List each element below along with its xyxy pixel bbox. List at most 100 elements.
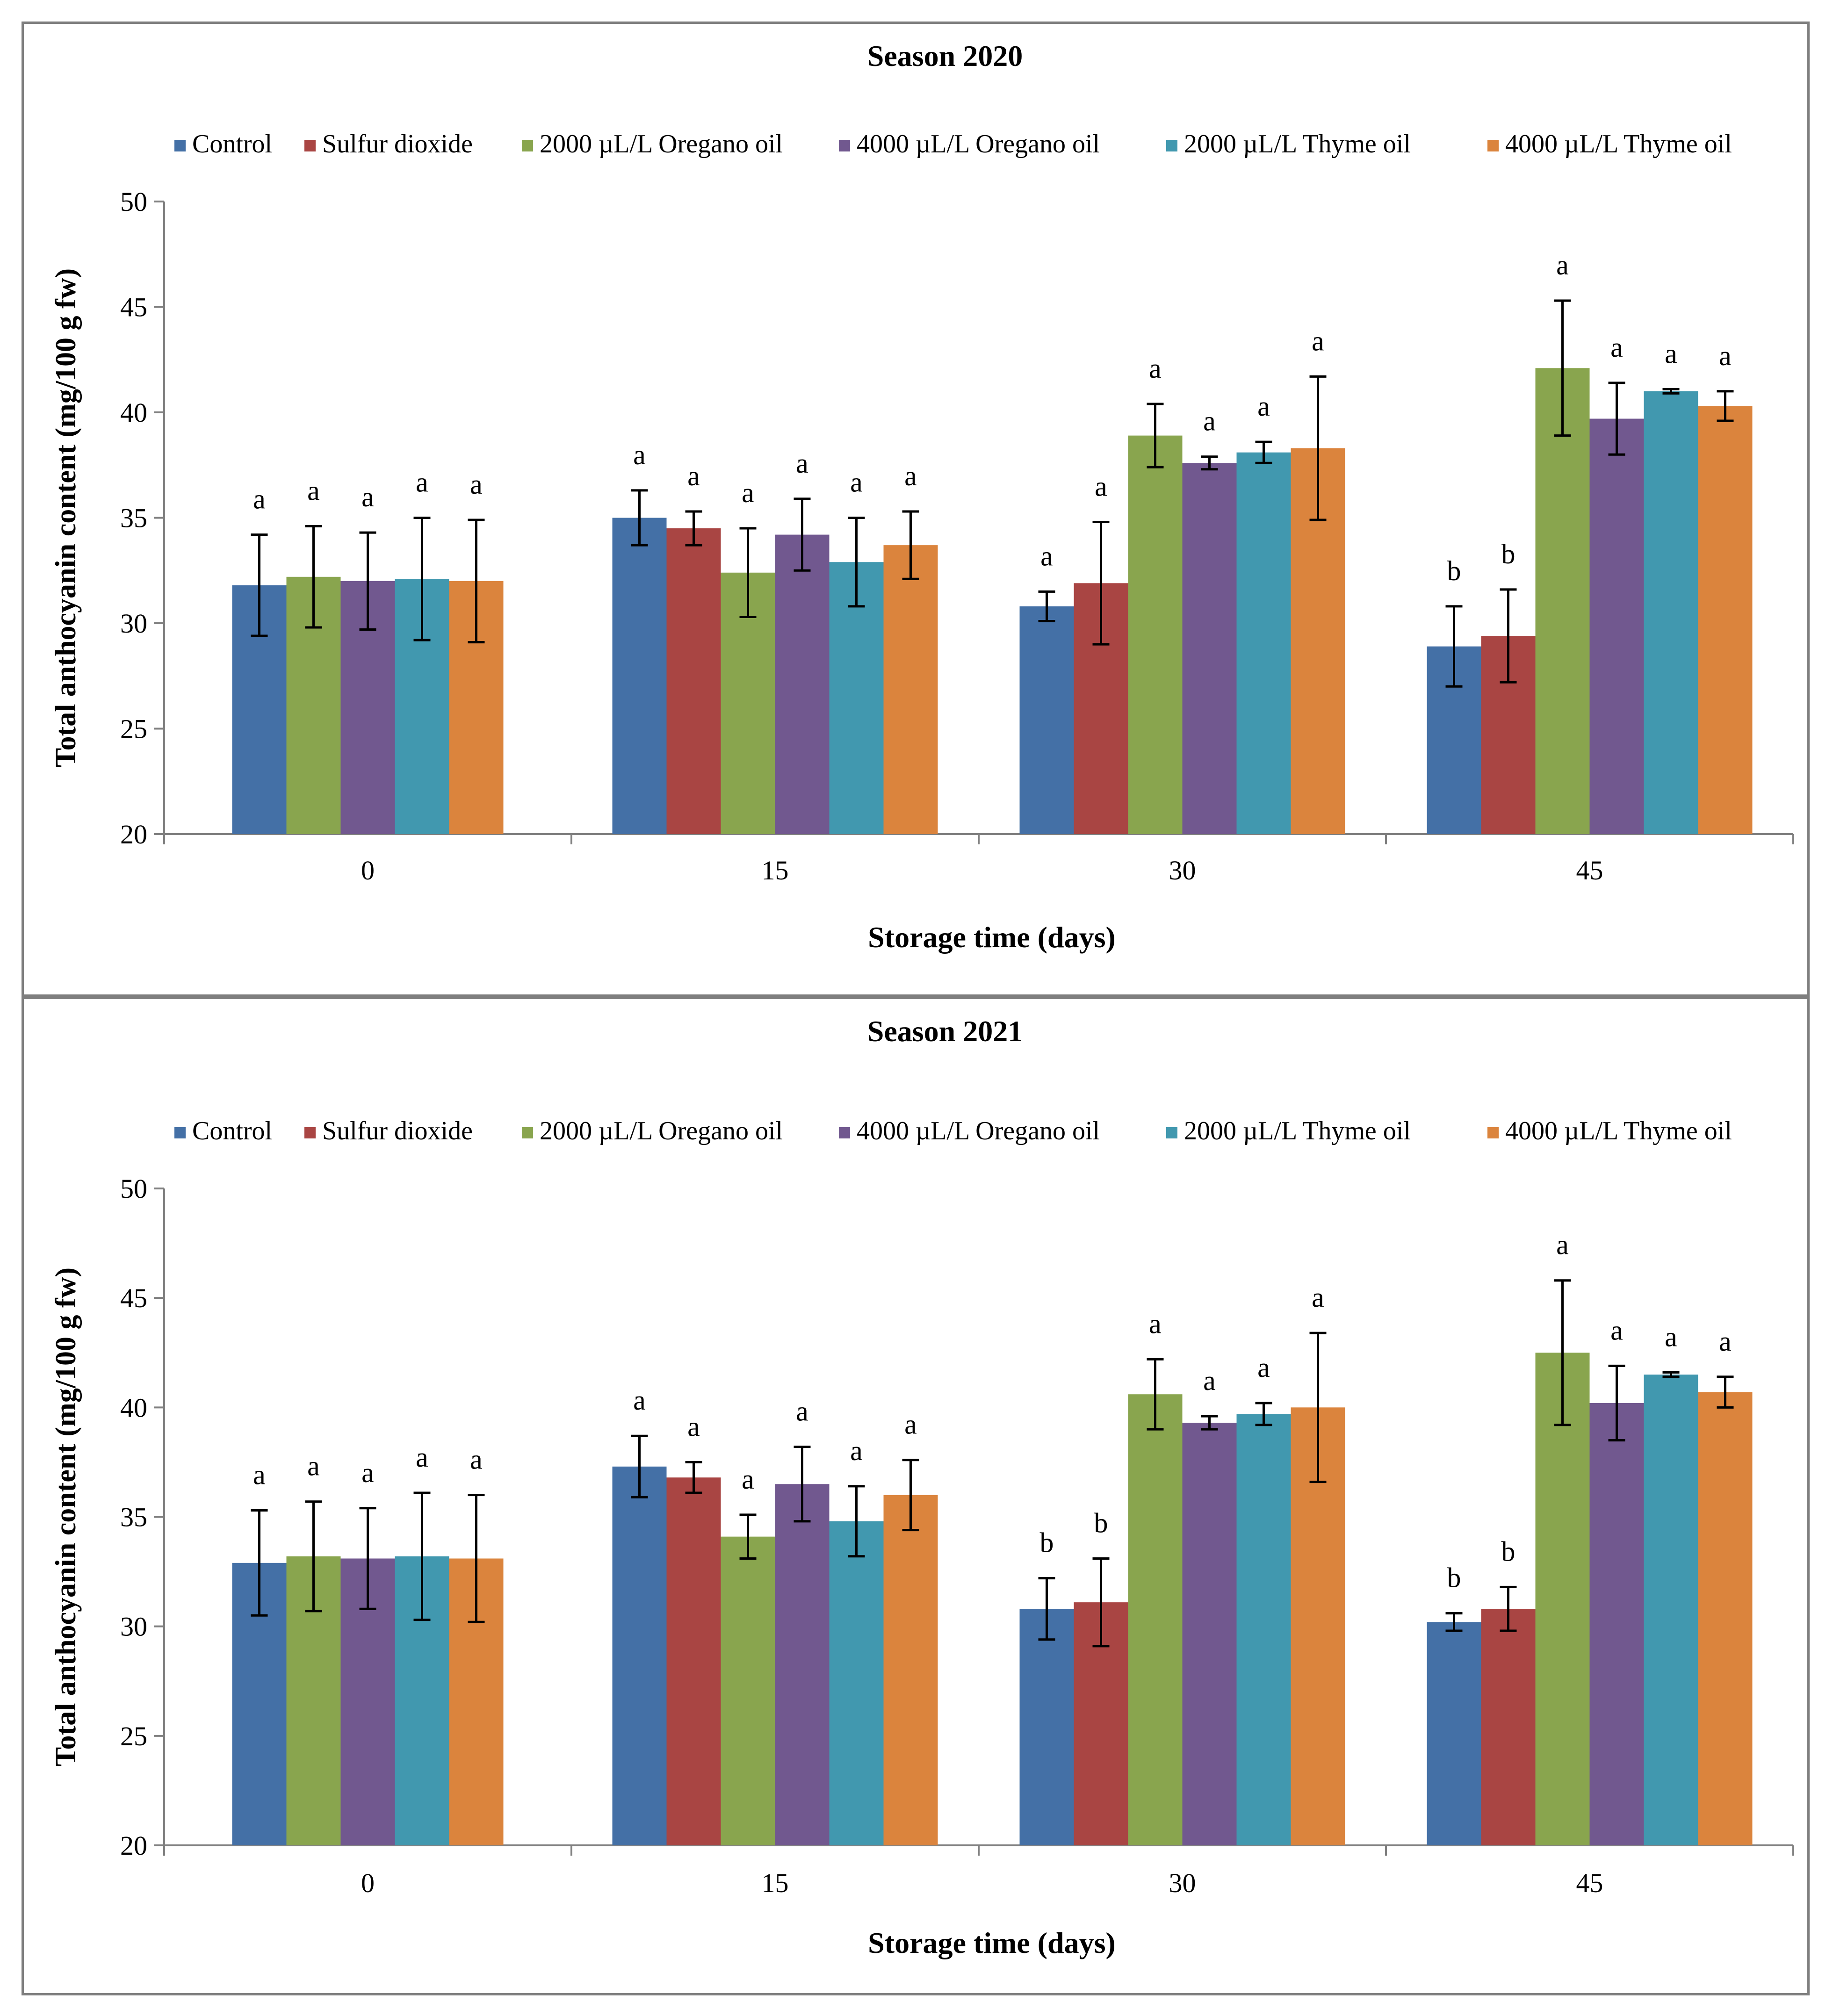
bar — [1019, 1609, 1074, 1845]
chart-title: Season 2021 — [867, 1015, 1023, 1048]
significance-letter: a — [416, 467, 428, 498]
bar — [1128, 435, 1183, 834]
legend-swatch — [1487, 140, 1499, 151]
legend-swatch — [174, 140, 186, 151]
x-tick-label: 15 — [762, 855, 789, 886]
significance-letter: a — [633, 439, 646, 470]
x-tick-label: 0 — [361, 855, 375, 886]
bar — [1698, 406, 1753, 834]
x-tick-label: 45 — [1576, 855, 1603, 886]
bar — [1182, 1423, 1237, 1845]
bar — [1644, 1375, 1698, 1845]
bar — [1589, 418, 1644, 834]
legend-swatch — [304, 140, 316, 151]
bar — [1236, 452, 1291, 834]
significance-letter: a — [361, 1457, 374, 1488]
bar-chart-season-2021: Season 2021 Control Sulfur dioxide 2000 µL/… — [50, 1015, 1794, 1959]
legend-swatch — [1166, 1127, 1177, 1138]
x-tick-label: 45 — [1576, 1868, 1603, 1898]
significance-letter: a — [742, 1464, 754, 1495]
significance-letter: b — [1501, 539, 1515, 569]
significance-letter: a — [1556, 1230, 1569, 1260]
bar — [721, 1536, 775, 1845]
chart-panel-season-2021: Season 2021 Control Sulfur dioxide 2000 µL/… — [22, 997, 1810, 1995]
significance-letter: a — [904, 461, 917, 491]
y-tick-label: 35 — [120, 1502, 147, 1533]
legend-label: 4000 µL/L Thyme oil — [1505, 130, 1732, 158]
significance-letter: a — [687, 1411, 700, 1442]
bar — [829, 1521, 884, 1845]
y-tick-label: 25 — [120, 714, 147, 744]
x-axis-title: Storage time (days) — [868, 1926, 1116, 1959]
significance-letter: a — [1719, 340, 1732, 371]
legend-swatch — [174, 1127, 186, 1138]
significance-letter: a — [1149, 1308, 1162, 1339]
significance-letter: b — [1447, 555, 1461, 586]
x-tick-label: 30 — [1169, 855, 1196, 886]
significance-letter: a — [687, 461, 700, 491]
significance-letter: a — [1149, 353, 1162, 384]
x-axis-title: Storage time (days) — [868, 921, 1116, 954]
significance-letter: a — [1610, 332, 1623, 363]
significance-letter: a — [253, 484, 266, 515]
y-tick-label: 45 — [120, 1283, 147, 1313]
significance-letter: a — [904, 1409, 917, 1440]
bar — [1535, 368, 1590, 834]
bar — [1698, 1392, 1753, 1845]
legend-swatch — [522, 140, 533, 151]
legend-swatch — [1487, 1127, 1499, 1138]
bar — [612, 518, 667, 834]
y-tick-label: 40 — [120, 1392, 147, 1423]
bar — [666, 528, 721, 834]
bar — [1535, 1353, 1590, 1845]
significance-letter: b — [1094, 1507, 1108, 1538]
legend-swatch — [839, 1127, 850, 1138]
bar — [1019, 606, 1074, 834]
significance-letter: a — [742, 477, 754, 508]
significance-letter: a — [1257, 1352, 1270, 1383]
significance-letter: a — [361, 482, 374, 512]
legend-swatch — [304, 1127, 316, 1138]
significance-letter: b — [1447, 1562, 1461, 1593]
legend-swatch — [1166, 140, 1177, 151]
chart-panel-season-2020: Season 2020 Control Sulfur dioxide 2000 µL/… — [22, 22, 1810, 997]
legend-label: 2000 µL/L Oregano oil — [540, 1116, 783, 1145]
y-tick-label: 20 — [120, 819, 147, 850]
legend-label: 4000 µL/L Oregano oil — [857, 1116, 1100, 1145]
y-tick-label: 25 — [120, 1721, 147, 1751]
y-tick-label: 35 — [120, 503, 147, 533]
significance-letter: a — [1312, 325, 1324, 356]
significance-letter: a — [1095, 471, 1107, 502]
legend-label: 4000 µL/L Oregano oil — [857, 130, 1100, 158]
bar — [1236, 1414, 1291, 1845]
legend-swatch — [839, 140, 850, 151]
y-tick-label: 20 — [120, 1830, 147, 1861]
significance-letter: a — [1556, 250, 1569, 281]
significance-letter: a — [1719, 1326, 1732, 1357]
bar — [1481, 1609, 1536, 1845]
legend-label: 2000 µL/L Thyme oil — [1184, 1116, 1411, 1145]
significance-letter: a — [1610, 1315, 1623, 1346]
significance-letter: a — [1040, 540, 1053, 571]
significance-letter: a — [470, 469, 483, 500]
significance-letter: a — [1257, 391, 1270, 422]
bar-chart-season-2020: Season 2020 Control Sulfur dioxide 2000 µL/… — [50, 39, 1794, 954]
significance-letter: a — [796, 1396, 808, 1427]
significance-letter: a — [416, 1442, 428, 1473]
x-tick-label: 15 — [762, 1868, 789, 1898]
significance-letter: a — [307, 475, 320, 506]
bar — [775, 534, 830, 834]
y-axis-title: Total anthocyanin content (mg/100 g fw) — [50, 268, 82, 767]
y-tick-label: 45 — [120, 292, 147, 323]
significance-letter: a — [850, 1435, 863, 1466]
bar — [1644, 391, 1698, 834]
significance-letter: a — [253, 1459, 266, 1490]
x-tick-label: 0 — [361, 1868, 375, 1898]
significance-letter: a — [1203, 406, 1216, 437]
y-tick-label: 30 — [120, 608, 147, 639]
y-tick-label: 50 — [120, 187, 147, 217]
y-tick-label: 50 — [120, 1174, 147, 1204]
bar — [612, 1466, 667, 1845]
significance-letter: a — [1312, 1282, 1324, 1313]
legend-label: 2000 µL/L Thyme oil — [1184, 130, 1411, 158]
